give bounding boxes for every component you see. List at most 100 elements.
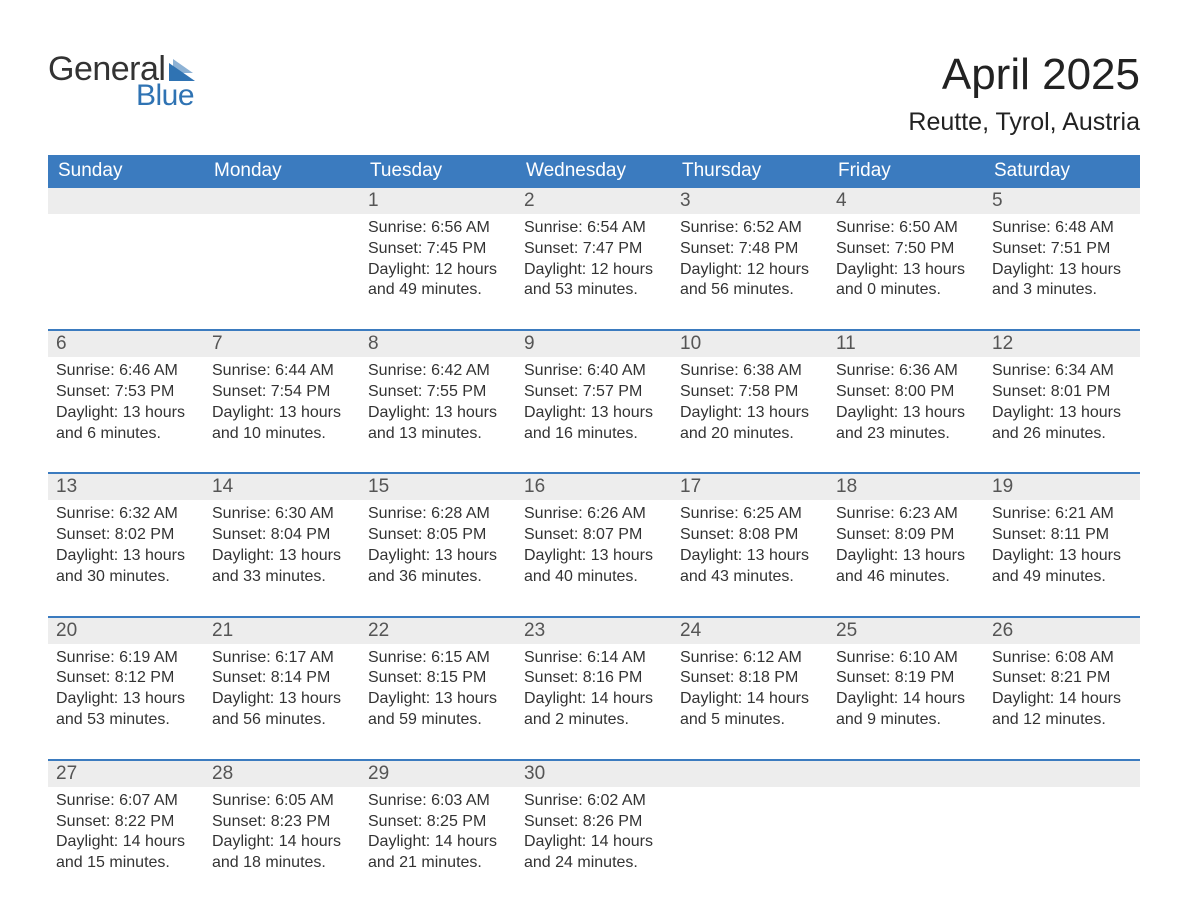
day-content: Sunrise: 6:14 AMSunset: 8:16 PMDaylight:… bbox=[516, 644, 672, 737]
day-number bbox=[992, 763, 997, 784]
day-number-row: 5 bbox=[984, 188, 1140, 214]
daylight-line-2: and 30 minutes. bbox=[56, 567, 196, 588]
day-cell bbox=[204, 188, 360, 307]
day-content: Sunrise: 6:30 AMSunset: 8:04 PMDaylight:… bbox=[204, 500, 360, 593]
day-number-row: 29 bbox=[360, 761, 516, 787]
day-cell: 24Sunrise: 6:12 AMSunset: 8:18 PMDayligh… bbox=[672, 618, 828, 737]
day-cell: 30Sunrise: 6:02 AMSunset: 8:26 PMDayligh… bbox=[516, 761, 672, 880]
daylight-line-1: Daylight: 13 hours bbox=[368, 403, 508, 424]
sunset-line: Sunset: 8:14 PM bbox=[212, 668, 352, 689]
daylight-line-2: and 33 minutes. bbox=[212, 567, 352, 588]
day-number-row: 27 bbox=[48, 761, 204, 787]
daylight-line-1: Daylight: 14 hours bbox=[992, 689, 1132, 710]
weekday-sunday: Sunday bbox=[48, 155, 204, 188]
daylight-line-1: Daylight: 14 hours bbox=[524, 689, 664, 710]
daylight-line-2: and 40 minutes. bbox=[524, 567, 664, 588]
daylight-line-1: Daylight: 12 hours bbox=[680, 260, 820, 281]
day-content: Sunrise: 6:42 AMSunset: 7:55 PMDaylight:… bbox=[360, 357, 516, 450]
day-number-row: 10 bbox=[672, 331, 828, 357]
day-number-row: 3 bbox=[672, 188, 828, 214]
weekday-wednesday: Wednesday bbox=[516, 155, 672, 188]
day-number-row bbox=[828, 761, 984, 787]
day-number-row: 18 bbox=[828, 474, 984, 500]
day-content: Sunrise: 6:08 AMSunset: 8:21 PMDaylight:… bbox=[984, 644, 1140, 737]
day-cell: 26 Sunrise: 6:08 AMSunset: 8:21 PMDayligh… bbox=[984, 618, 1140, 737]
daylight-line-1: Daylight: 13 hours bbox=[212, 403, 352, 424]
day-number: 20 bbox=[56, 620, 77, 641]
sunset-line: Sunset: 8:04 PM bbox=[212, 525, 352, 546]
daylight-line-1: Daylight: 13 hours bbox=[836, 546, 976, 567]
day-number-row: 19 bbox=[984, 474, 1140, 500]
sunrise-line: Sunrise: 6:07 AM bbox=[56, 791, 196, 812]
sunrise-line: Sunrise: 6:52 AM bbox=[680, 218, 820, 239]
day-number-row: 23 bbox=[516, 618, 672, 644]
sunrise-line: Sunrise: 6:10 AM bbox=[836, 648, 976, 669]
sunrise-line: Sunrise: 6:44 AM bbox=[212, 361, 352, 382]
daylight-line-1: Daylight: 14 hours bbox=[56, 832, 196, 853]
day-number: 26 bbox=[992, 620, 1013, 641]
sunrise-line: Sunrise: 6:50 AM bbox=[836, 218, 976, 239]
daylight-line-2: and 43 minutes. bbox=[680, 567, 820, 588]
day-cell: 21 Sunrise: 6:17 AMSunset: 8:14 PMDayligh… bbox=[204, 618, 360, 737]
daylight-line-1: Daylight: 14 hours bbox=[524, 832, 664, 853]
daylight-line-2: and 21 minutes. bbox=[368, 853, 508, 874]
sunrise-line: Sunrise: 6:17 AM bbox=[212, 648, 352, 669]
day-number: 5 bbox=[992, 190, 1003, 211]
daylight-line-1: Daylight: 13 hours bbox=[212, 546, 352, 567]
day-content: Sunrise: 6:46 AMSunset: 7:53 PMDaylight:… bbox=[48, 357, 204, 450]
day-cell bbox=[984, 761, 1140, 880]
day-number-row: 21 bbox=[204, 618, 360, 644]
day-number: 27 bbox=[56, 763, 77, 784]
sunrise-line: Sunrise: 6:46 AM bbox=[56, 361, 196, 382]
title-block: April 2025 Reutte, Tyrol, Austria bbox=[908, 50, 1140, 137]
sunset-line: Sunset: 8:19 PM bbox=[836, 668, 976, 689]
daylight-line-2: and 20 minutes. bbox=[680, 424, 820, 445]
weekday-tuesday: Tuesday bbox=[360, 155, 516, 188]
day-cell: 1 Sunrise: 6:56 AMSunset: 7:45 PMDaylight… bbox=[360, 188, 516, 307]
day-content: Sunrise: 6:26 AMSunset: 8:07 PMDaylight:… bbox=[516, 500, 672, 593]
daylight-line-1: Daylight: 13 hours bbox=[524, 546, 664, 567]
sunrise-line: Sunrise: 6:14 AM bbox=[524, 648, 664, 669]
daylight-line-2: and 16 minutes. bbox=[524, 424, 664, 445]
daylight-line-2: and 0 minutes. bbox=[836, 280, 976, 301]
sunset-line: Sunset: 7:55 PM bbox=[368, 382, 508, 403]
day-cell: 18Sunrise: 6:23 AMSunset: 8:09 PMDayligh… bbox=[828, 474, 984, 593]
sunset-line: Sunset: 8:23 PM bbox=[212, 812, 352, 833]
day-cell: 4Sunrise: 6:50 AMSunset: 7:50 PMDaylight… bbox=[828, 188, 984, 307]
sunrise-line: Sunrise: 6:42 AM bbox=[368, 361, 508, 382]
sunset-line: Sunset: 7:54 PM bbox=[212, 382, 352, 403]
daylight-line-1: Daylight: 13 hours bbox=[836, 260, 976, 281]
daylight-line-1: Daylight: 14 hours bbox=[836, 689, 976, 710]
sunset-line: Sunset: 8:16 PM bbox=[524, 668, 664, 689]
day-cell: 23Sunrise: 6:14 AMSunset: 8:16 PMDayligh… bbox=[516, 618, 672, 737]
day-cell: 2 Sunrise: 6:54 AMSunset: 7:47 PMDaylight… bbox=[516, 188, 672, 307]
sunset-line: Sunset: 8:09 PM bbox=[836, 525, 976, 546]
day-cell: 13Sunrise: 6:32 AMSunset: 8:02 PMDayligh… bbox=[48, 474, 204, 593]
weeks-container: 1 Sunrise: 6:56 AMSunset: 7:45 PMDaylight… bbox=[48, 188, 1140, 880]
sunrise-line: Sunrise: 6:08 AM bbox=[992, 648, 1132, 669]
day-cell: 6Sunrise: 6:46 AMSunset: 7:53 PMDaylight… bbox=[48, 331, 204, 450]
sunrise-line: Sunrise: 6:40 AM bbox=[524, 361, 664, 382]
daylight-line-1: Daylight: 14 hours bbox=[680, 689, 820, 710]
sunrise-line: Sunrise: 6:12 AM bbox=[680, 648, 820, 669]
sunset-line: Sunset: 8:07 PM bbox=[524, 525, 664, 546]
day-number: 1 bbox=[368, 190, 379, 211]
week-row: 1 Sunrise: 6:56 AMSunset: 7:45 PMDaylight… bbox=[48, 188, 1140, 307]
page-header: General Blue April 2025 Reutte, Tyrol, A… bbox=[48, 50, 1140, 137]
sunset-line: Sunset: 8:02 PM bbox=[56, 525, 196, 546]
day-cell: 5Sunrise: 6:48 AMSunset: 7:51 PMDaylight… bbox=[984, 188, 1140, 307]
day-number-row: 7 bbox=[204, 331, 360, 357]
day-number: 21 bbox=[212, 620, 233, 641]
day-cell: 19Sunrise: 6:21 AMSunset: 8:11 PMDayligh… bbox=[984, 474, 1140, 593]
sunrise-line: Sunrise: 6:28 AM bbox=[368, 504, 508, 525]
day-number: 2 bbox=[524, 190, 535, 211]
sunrise-line: Sunrise: 6:30 AM bbox=[212, 504, 352, 525]
day-content: Sunrise: 6:54 AMSunset: 7:47 PMDaylight:… bbox=[516, 214, 672, 307]
day-number-row: 14 bbox=[204, 474, 360, 500]
day-number bbox=[680, 763, 685, 784]
sunrise-line: Sunrise: 6:21 AM bbox=[992, 504, 1132, 525]
day-content: Sunrise: 6:56 AMSunset: 7:45 PMDaylight:… bbox=[360, 214, 516, 307]
day-content: Sunrise: 6:17 AMSunset: 8:14 PMDaylight:… bbox=[204, 644, 360, 737]
sunset-line: Sunset: 8:21 PM bbox=[992, 668, 1132, 689]
day-number-row: 24 bbox=[672, 618, 828, 644]
